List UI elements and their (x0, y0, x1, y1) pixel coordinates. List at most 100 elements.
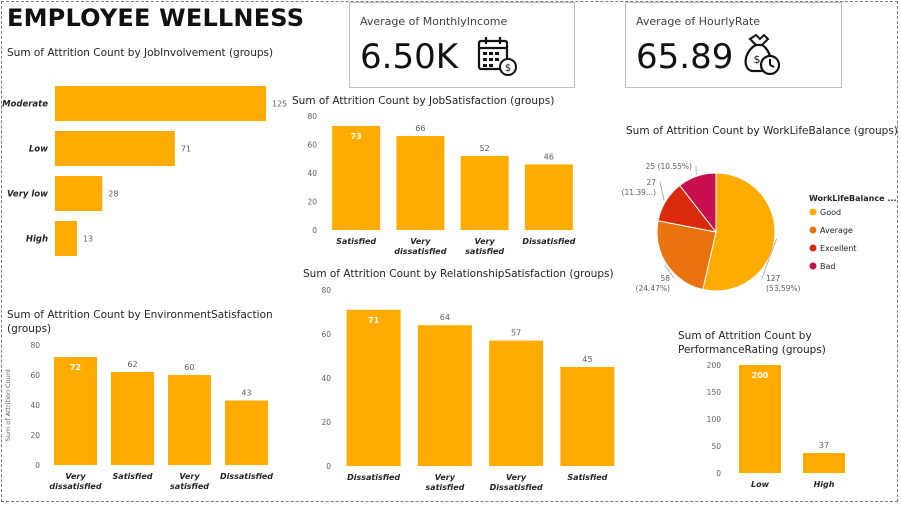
kpi-label: Average of MonthlyIncome (360, 15, 508, 28)
x-tick-label: Dissatisfied (522, 237, 575, 246)
y-tick-label: 40 (321, 374, 331, 383)
y-tick-label: 0 (35, 461, 40, 470)
bar (460, 155, 509, 230)
data-label: 58 (660, 274, 670, 283)
x-tick-label: Satisfied (567, 473, 607, 482)
y-tick-label: 20 (30, 431, 40, 440)
legend-marker (809, 244, 817, 252)
data-label: 57 (511, 329, 521, 338)
x-tick-label: Very dissatisfied (394, 237, 446, 256)
data-label: 13 (83, 235, 93, 244)
chart-relationship-satisfaction[interactable]: 0 20 40 60 80 71 Dissatisfied 64 Very satisfied 57… (296, 281, 626, 501)
y-tick-label: 20 (321, 418, 331, 427)
data-label: 28 (108, 190, 118, 199)
y-tick-label: 60 (307, 141, 317, 150)
legend-label: Good (820, 208, 841, 217)
bar (739, 365, 781, 473)
y-tick-label: Very low (7, 190, 48, 200)
x-tick-label: Dissatisfied (347, 473, 400, 482)
x-tick-label: Very Dissatisfied (490, 473, 543, 492)
leader-line (761, 238, 777, 279)
pie-slice (702, 172, 776, 292)
bar (55, 176, 103, 211)
x-tick-label: Very dissatisfied (49, 472, 101, 491)
y-tick-label: 0 (312, 226, 317, 235)
y-tick-label: 0 (716, 469, 721, 478)
bar (417, 325, 472, 466)
chart-title-work-life-balance: Sum of Attrition Count by WorkLifeBalanc… (626, 125, 898, 137)
data-label: 45 (582, 355, 592, 364)
bar (225, 400, 268, 465)
data-label: 72 (70, 363, 81, 372)
bar (332, 125, 381, 230)
y-tick-label: Moderate (2, 100, 48, 110)
y-tick-label: 40 (30, 401, 40, 410)
data-label: 71 (368, 316, 380, 325)
data-label: 200 (752, 371, 769, 380)
bar (111, 372, 154, 465)
chart-job-involvement[interactable]: 125 Moderate 71 Low 28 Very low 13 High (0, 70, 300, 270)
pie-slice (656, 220, 717, 291)
y-tick-label: 80 (30, 341, 40, 350)
svg-text:$: $ (505, 63, 511, 74)
kpi-card-hourly-rate[interactable]: Average of HourlyRate 65.89 $ (625, 2, 842, 88)
chart-title-job-satisfaction: Sum of Attrition Count by JobSatisfactio… (292, 95, 555, 107)
legend-label: Excellent (820, 244, 857, 253)
chart-title-job-involvement: Sum of Attrition Count by JobInvolvement… (7, 47, 274, 59)
data-label: 64 (440, 313, 450, 322)
bar (54, 357, 97, 465)
chart-environment-satisfaction[interactable]: 0 20 40 60 80 Sum of Attrition Count 72 Very dis… (0, 336, 290, 500)
chart-title-performance-rating: Sum of Attrition Count by PerformanceRat… (678, 330, 826, 356)
chart-title-environment-satisfaction: Sum of Attrition Count by EnvironmentSat… (7, 309, 273, 335)
data-label: 37 (819, 441, 829, 450)
data-label: 73 (351, 132, 362, 141)
bar (396, 135, 445, 230)
x-tick-label: High (814, 480, 835, 489)
x-tick-label: Satisfied (113, 472, 153, 481)
chart-performance-rating[interactable]: 0 50 100 150 200 200 Low 37 High (664, 356, 864, 496)
data-label: 127 (766, 274, 781, 283)
data-label: 52 (480, 144, 490, 153)
bar (55, 221, 77, 256)
legend-title: WorkLifeBalance ... (809, 194, 896, 203)
bar (524, 164, 573, 230)
bar (55, 131, 175, 166)
y-tick-label: 20 (307, 198, 317, 207)
y-tick-label: Low (29, 145, 48, 155)
data-label: 71 (181, 145, 191, 154)
page-title: EMPLOYEE WELLNESS (7, 4, 305, 32)
data-label: 66 (415, 124, 425, 133)
chart-job-satisfaction[interactable]: 0 20 40 60 80 73 Satisfied 66 Very dissatisfied 52… (288, 108, 588, 263)
y-tick-label: 60 (30, 371, 40, 380)
bar (560, 367, 615, 466)
data-label: 46 (544, 152, 554, 161)
y-tick-label: 150 (707, 388, 722, 397)
calendar-money-icon: $ (477, 37, 517, 76)
x-tick-label: Very satisfied (465, 237, 504, 256)
bar (803, 453, 845, 473)
y-axis-label: Sum of Attrition Count (4, 368, 12, 441)
legend-marker (809, 226, 817, 234)
y-tick-label: 100 (707, 415, 722, 424)
y-tick-label: 200 (707, 361, 722, 370)
x-tick-label: Satisfied (336, 237, 376, 246)
kpi-label: Average of HourlyRate (636, 15, 761, 28)
data-label: 43 (241, 389, 251, 398)
data-label: 125 (272, 100, 287, 109)
y-tick-label: High (26, 235, 48, 245)
data-label: (11.39...) (622, 188, 657, 197)
leader-line (664, 265, 675, 279)
data-label: 62 (127, 360, 137, 369)
y-tick-label: 40 (307, 169, 317, 178)
kpi-value: 6.50K (360, 37, 458, 77)
bar (346, 309, 401, 466)
x-tick-label: Dissatisfied (220, 472, 273, 481)
chart-title-relationship-satisfaction: Sum of Attrition Count by RelationshipSa… (303, 268, 614, 280)
data-label: 60 (184, 363, 194, 372)
y-tick-label: 50 (711, 442, 721, 451)
y-tick-label: 80 (321, 286, 331, 295)
kpi-card-monthly-income[interactable]: Average of MonthlyIncome 6.50K $ (349, 2, 575, 88)
y-tick-label: 0 (326, 462, 331, 471)
bar (55, 86, 266, 121)
chart-work-life-balance[interactable]: 127(53.59%) 58(24.47%) 27(11.39...) 25 (10.… (620, 150, 900, 310)
